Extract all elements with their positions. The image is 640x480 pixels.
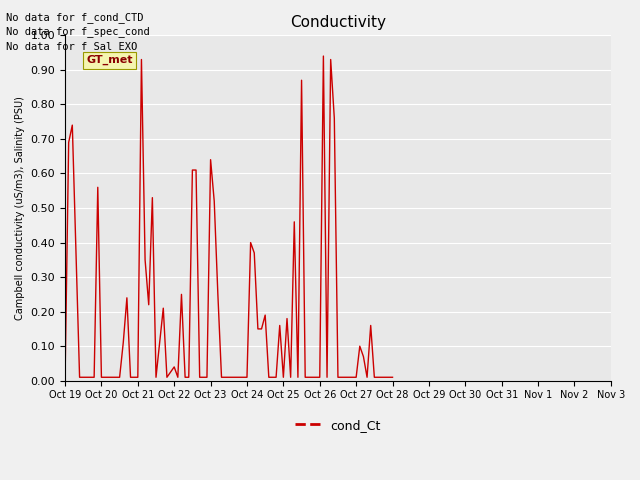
Text: No data for f_cond_CTD: No data for f_cond_CTD bbox=[6, 12, 144, 23]
Legend: cond_Ct: cond_Ct bbox=[291, 414, 386, 437]
Text: No data for f_spec_cond: No data for f_spec_cond bbox=[6, 26, 150, 37]
Text: GT_met: GT_met bbox=[86, 55, 133, 65]
Y-axis label: Campbell conductivity (uS/m3), Salinity (PSU): Campbell conductivity (uS/m3), Salinity … bbox=[15, 96, 25, 320]
Title: Conductivity: Conductivity bbox=[290, 15, 386, 30]
Text: No data for f_Sal_EXO: No data for f_Sal_EXO bbox=[6, 41, 138, 52]
